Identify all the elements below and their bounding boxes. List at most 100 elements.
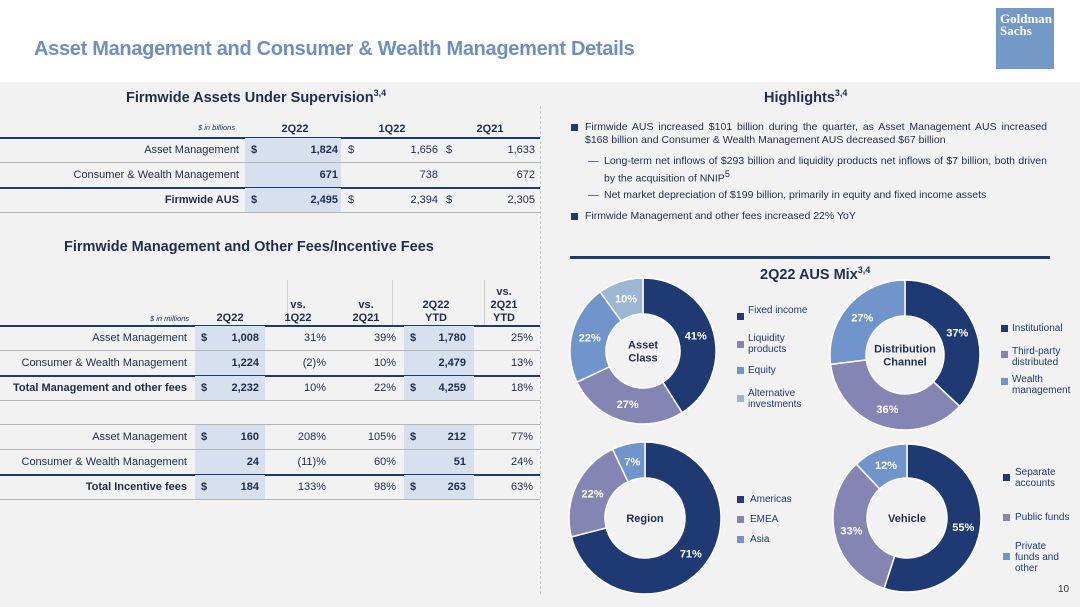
dash-icon: — <box>588 189 599 201</box>
legend-swatch <box>737 367 744 374</box>
dollar-sign: $ <box>348 194 355 206</box>
legend-entry: Americas <box>750 494 792 505</box>
legend-swatch <box>737 516 744 523</box>
row-label: Consumer & Wealth Management <box>21 456 188 468</box>
cell-value: 2,479 <box>438 357 466 369</box>
legend-swatch <box>1003 514 1010 521</box>
highlight-sub-1: Long-term net inflows of $293 billion an… <box>604 155 1047 185</box>
page-number: 10 <box>1058 584 1070 595</box>
column-divider <box>540 106 541 594</box>
cell-value: (2)% <box>302 357 326 369</box>
cell-value: 10% <box>303 382 326 394</box>
cell-value: 1,780 <box>438 332 466 344</box>
legend-swatch <box>737 395 744 402</box>
dollar-sign: $ <box>410 382 417 394</box>
table-row: Consumer & Wealth Management 24 (11)% 60… <box>0 450 540 474</box>
cell-value: (11)% <box>297 456 326 468</box>
legend-swatch <box>1001 378 1008 385</box>
legend-swatch <box>737 313 744 320</box>
fees-col-header: vs. 1Q22 <box>284 299 312 324</box>
table-row: Consumer & Wealth Management 1,224 (2)% … <box>0 351 540 375</box>
legend-entry: Equity <box>748 365 776 376</box>
legend-swatch <box>737 341 744 348</box>
cell-value: 77% <box>510 431 533 443</box>
fees-col-header: 2Q22 YTD <box>422 299 450 324</box>
cell-value: 22% <box>373 382 396 394</box>
dollar-sign: $ <box>251 194 258 206</box>
legend-entry: Asia <box>750 534 770 545</box>
dollar-sign: $ <box>348 144 355 156</box>
cell-value: 2,495 <box>310 194 338 206</box>
logo-line-2: Sachs <box>1000 23 1032 38</box>
legend-swatch <box>1001 351 1008 358</box>
aus-units: $ in billions <box>198 123 236 132</box>
cell-value: 133% <box>297 481 326 493</box>
cell-value: 2,232 <box>231 382 259 394</box>
legend-swatch <box>737 496 744 503</box>
row-label: Consumer & Wealth Management <box>73 169 240 181</box>
legend-entry: Separate accounts <box>1015 467 1056 489</box>
dollar-sign: $ <box>201 382 208 394</box>
legend-entry: EMEA <box>750 514 779 525</box>
page-title: Asset Management and Consumer & Wealth M… <box>34 38 635 60</box>
fees-col-header: 2Q22 <box>216 312 244 324</box>
cell-value: 4,259 <box>438 382 466 394</box>
table-row: Consumer & Wealth Management 671 738 672 <box>0 163 540 187</box>
table-row: Total Management and other fees $ 2,232 … <box>0 376 540 400</box>
cell-value: 160 <box>240 431 259 443</box>
legend-entry: Alternative investments <box>748 388 802 410</box>
highlight-bullet-2: Firmwide Management and other fees incre… <box>585 210 856 222</box>
legend-entry: Institutional <box>1012 323 1063 334</box>
cell-value: 212 <box>447 431 466 443</box>
highlight-bullet-1: Firmwide AUS increased $101 billion duri… <box>585 121 1047 146</box>
cell-value: 2,394 <box>410 194 438 206</box>
cell-value: 1,224 <box>231 357 259 369</box>
aus-col-header: 2Q22 <box>281 123 309 135</box>
dollar-sign: $ <box>446 144 453 156</box>
legend-entry: Public funds <box>1015 512 1070 523</box>
table-row: Asset Management $ 1,824 $ 1,656 $ 1,633 <box>0 138 540 162</box>
legend-entry: Private funds and other <box>1015 541 1059 574</box>
cell-value: 10% <box>373 357 396 369</box>
dollar-sign: $ <box>201 431 208 443</box>
aus-col-header: 1Q22 <box>378 123 406 135</box>
legend-swatch <box>1001 325 1008 332</box>
fees-table: $ in millions 2Q22 vs. 1Q22 vs. 2Q21 2Q2… <box>0 272 540 500</box>
cell-value: 263 <box>447 481 466 493</box>
bullet-square-icon <box>571 213 578 220</box>
row-label: Firmwide AUS <box>164 194 239 206</box>
table-row: Asset Management $ 1,008 31% 39% $ 1,780… <box>0 326 540 350</box>
cell-value: 18% <box>510 382 533 394</box>
fees-col-header: vs. 2Q21 YTD <box>490 286 518 324</box>
dollar-sign: $ <box>410 431 417 443</box>
aus-table: $ in billions 2Q22 1Q22 2Q21 Asset Manag… <box>0 118 540 214</box>
cell-value: 738 <box>419 169 438 181</box>
cell-value: 1,656 <box>410 144 438 156</box>
cell-value: 671 <box>319 169 338 181</box>
logo-line-1: Goldman <box>1000 11 1053 26</box>
highlights-title: Highlights3,4 <box>764 88 848 106</box>
legend-entry: Fixed income <box>748 305 808 316</box>
cell-value: 1,824 <box>310 144 338 156</box>
row-label: Total Incentive fees <box>85 481 187 493</box>
cell-value: 105% <box>367 431 396 443</box>
dollar-sign: $ <box>410 481 417 493</box>
cell-value: 39% <box>373 332 396 344</box>
cell-value: 51 <box>453 456 466 468</box>
row-label: Asset Management <box>144 144 239 156</box>
legend-swatch <box>1003 474 1010 481</box>
dash-icon: — <box>588 155 599 167</box>
cell-value: 24 <box>246 456 259 468</box>
aus-table-title: Firmwide Assets Under Supervision3,4 <box>126 88 387 106</box>
fees-col-header: vs. 2Q21 <box>352 299 380 324</box>
highlight-sub-2: Net market depreciation of $199 billion,… <box>604 189 987 201</box>
cell-value: 25% <box>510 332 533 344</box>
dollar-sign: $ <box>201 332 208 344</box>
mix-rule <box>570 256 1050 259</box>
legend-entry: Liquidity products <box>748 333 787 355</box>
fees-table-title: Firmwide Management and Other Fees/Incen… <box>64 239 434 255</box>
cell-value: 1,633 <box>507 144 535 156</box>
cell-value: 98% <box>373 481 396 493</box>
cell-value: 672 <box>516 169 535 181</box>
goldman-sachs-logo: Goldman Sachs <box>996 8 1054 69</box>
